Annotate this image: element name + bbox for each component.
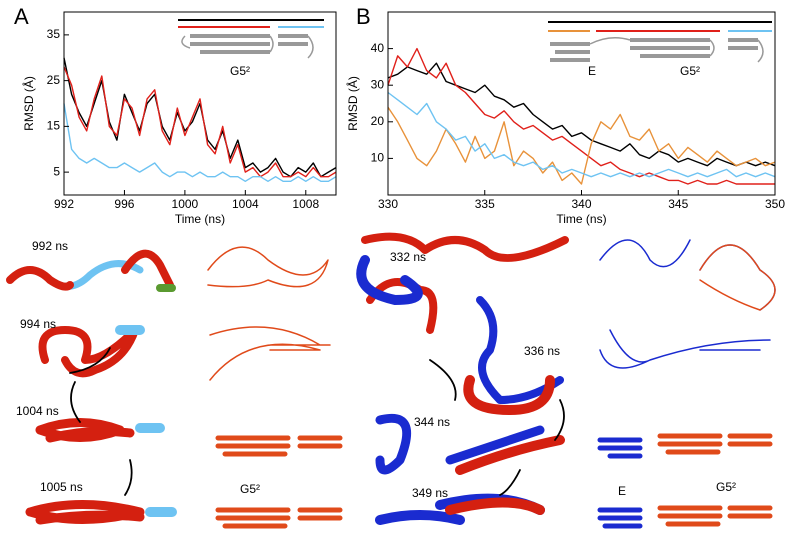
snapshot-label: 992 ns — [32, 239, 68, 253]
series-line — [63, 103, 337, 182]
series-line — [387, 62, 776, 167]
x-tick-label: 1008 — [292, 197, 319, 211]
series-line — [387, 91, 776, 178]
x-tick-label: 345 — [668, 197, 688, 211]
series-line — [387, 47, 775, 185]
snapshot-label: 332 ns — [390, 250, 426, 264]
x-axis-label: Time (ns) — [175, 212, 225, 226]
schematic-label: E — [618, 484, 626, 498]
inset-schematic-a — [178, 19, 324, 59]
x-axis-label: Time (ns) — [556, 212, 606, 226]
snapshot-label: 1005 ns — [40, 480, 83, 494]
x-tick-label: 1000 — [172, 197, 199, 211]
schematic-label: G5² — [240, 482, 260, 496]
y-tick-label: 15 — [47, 119, 61, 133]
panel-label: B — [356, 4, 371, 29]
x-tick-label: 340 — [571, 197, 591, 211]
plot-frame — [63, 11, 337, 196]
x-tick-label: 350 — [765, 197, 785, 211]
schematic-label: G5² — [716, 480, 736, 494]
series-line — [63, 66, 337, 178]
plot-frame — [387, 11, 776, 196]
x-tick-label: 335 — [475, 197, 495, 211]
snapshot-label: 349 ns — [412, 486, 448, 500]
y-tick-label: 20 — [371, 114, 385, 128]
snapshot-label: 336 ns — [524, 344, 560, 358]
panel-label: A — [14, 4, 29, 29]
y-tick-label: 25 — [47, 73, 61, 87]
molecule-snapshots — [6, 232, 776, 529]
x-tick-label: 1004 — [232, 197, 259, 211]
annotation: E — [588, 64, 596, 78]
x-tick-label: 330 — [378, 197, 398, 211]
annotation: G5² — [680, 64, 700, 78]
snapshot-label: 1004 ns — [16, 404, 59, 418]
y-tick-label: 10 — [371, 151, 385, 165]
series-line — [63, 57, 337, 178]
y-tick-label: 30 — [371, 77, 385, 91]
series-line — [387, 106, 776, 185]
x-tick-label: 992 — [54, 197, 74, 211]
y-axis-label: RMSD (Å) — [21, 76, 36, 131]
snapshot-label: 344 ns — [414, 415, 450, 429]
x-tick-label: 996 — [114, 197, 134, 211]
inset-schematic-b — [548, 21, 772, 63]
y-tick-label: 5 — [53, 164, 60, 178]
snapshot-label: 994 ns — [20, 317, 56, 331]
y-tick-label: 35 — [47, 27, 61, 41]
y-axis-label: RMSD (Å) — [345, 76, 360, 131]
annotation: G5² — [230, 64, 250, 78]
y-tick-label: 40 — [371, 41, 385, 55]
